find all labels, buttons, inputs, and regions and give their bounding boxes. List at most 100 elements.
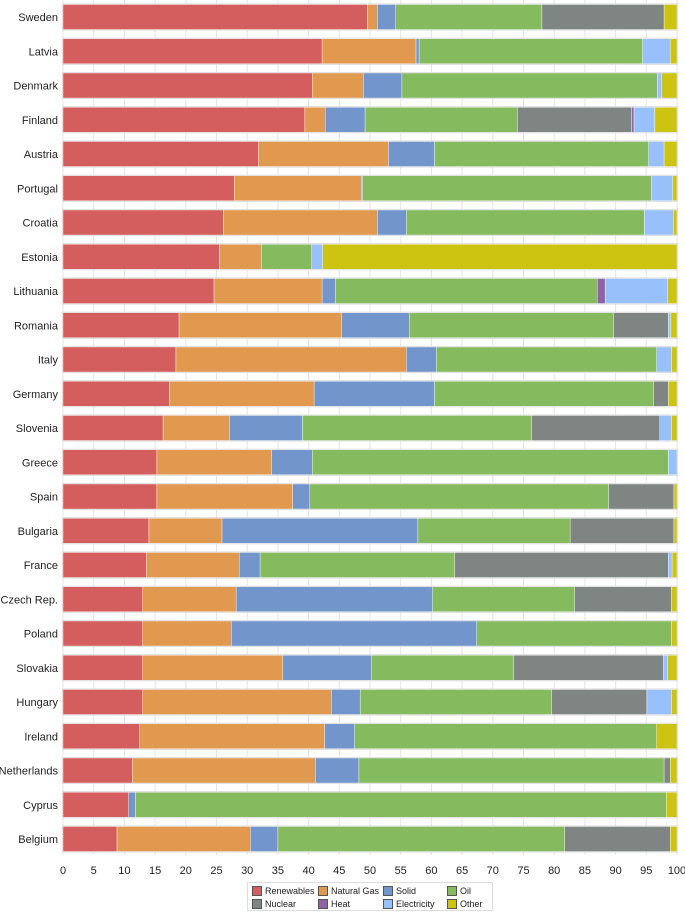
- bar-segment-renewables: [62, 620, 144, 647]
- bar-segment-renewables: [62, 552, 147, 578]
- bar-segment-oil: [371, 655, 514, 681]
- bar-segment-electricity: [311, 244, 323, 270]
- bar-segment-other: [667, 655, 678, 681]
- bar-segment-oil: [359, 689, 552, 715]
- bar-segment-other: [671, 689, 678, 715]
- bar-segment-solid: [341, 312, 410, 338]
- bar-segment-other: [671, 586, 678, 612]
- bar-segment-nuclear: [454, 552, 669, 578]
- bar-segment-nuclear: [608, 483, 675, 510]
- category-label: Bulgaria: [18, 526, 59, 538]
- bar-segment-other: [671, 620, 678, 647]
- x-tick-label: 10: [118, 865, 130, 877]
- x-tick-label: 85: [579, 865, 591, 877]
- bar-segment-solid: [377, 4, 396, 30]
- bar-segment-solid: [282, 655, 372, 681]
- category-label: Denmark: [13, 81, 58, 93]
- x-tick-label: 50: [364, 865, 376, 877]
- bar-segment-oil: [312, 449, 669, 475]
- x-tick-label: 20: [180, 865, 192, 877]
- x-tick-label: 35: [272, 865, 284, 877]
- bar-segment-natural-gas: [132, 757, 316, 784]
- bar-segment-natural-gas: [223, 209, 378, 236]
- bar-segment-solid: [128, 792, 136, 818]
- category-label: Czech Rep.: [1, 594, 58, 606]
- bar-segment-nuclear: [613, 312, 669, 338]
- bar-segment-renewables: [62, 415, 164, 441]
- bar-segment-natural-gas: [139, 723, 325, 749]
- bar-segment-renewables: [62, 792, 129, 818]
- bar-segment-natural-gas: [312, 72, 364, 99]
- bar-segment-renewables: [62, 586, 144, 612]
- bar-segment-solid: [271, 449, 313, 475]
- bar-segment-electricity: [668, 312, 672, 338]
- bar-segment-natural-gas: [156, 449, 272, 475]
- bar-segment-renewables: [62, 518, 150, 544]
- bar-segment-natural-gas: [162, 415, 230, 441]
- legend-label: Renewables: [265, 885, 315, 896]
- bar-segment-renewables: [62, 175, 235, 201]
- x-tick-label: 0: [60, 865, 66, 877]
- category-label: Poland: [24, 629, 58, 641]
- legend-swatch: [318, 885, 328, 896]
- bar-segment-oil: [261, 244, 312, 270]
- bar-segment-natural-gas: [142, 689, 332, 715]
- bar-segment-solid: [406, 346, 437, 373]
- bar-segment-solid: [415, 38, 420, 64]
- category-label: France: [24, 560, 58, 572]
- bar-segment-other: [661, 72, 678, 99]
- bar-segment-other: [671, 415, 678, 441]
- bar-segment-heat: [631, 107, 635, 133]
- bar-segment-nuclear: [574, 586, 672, 612]
- bar-segment-natural-gas: [219, 244, 262, 270]
- bar-segment-natural-gas: [175, 346, 407, 373]
- bar-segment-natural-gas: [142, 620, 232, 647]
- legend-swatch: [252, 885, 262, 896]
- bar-segment-other: [673, 209, 678, 236]
- bar-segment-electricity: [642, 38, 671, 64]
- bar-segment-oil: [358, 757, 665, 784]
- bar-segment-solid: [231, 620, 478, 647]
- bar-segment-natural-gas: [304, 107, 326, 133]
- bar-segment-other: [667, 278, 678, 304]
- bar-segment-other: [672, 175, 678, 201]
- bar-segment-renewables: [62, 381, 170, 407]
- bar-segment-oil: [354, 723, 657, 749]
- x-tick-label: 45: [333, 865, 345, 877]
- bar-segment-nuclear: [541, 4, 665, 30]
- bar-segment-solid: [377, 209, 407, 236]
- x-tick-label: 55: [395, 865, 407, 877]
- bar-segment-solid: [250, 826, 279, 852]
- bar-segment-solid: [239, 552, 261, 578]
- category-label: Belgium: [18, 834, 58, 846]
- bar-segment-other: [654, 107, 678, 133]
- bar-segment-renewables: [62, 655, 144, 681]
- bar-segment-other: [322, 244, 678, 270]
- x-tick-label: 5: [91, 865, 97, 877]
- bar-segment-solid: [292, 483, 311, 510]
- bar-segment-solid: [313, 381, 435, 407]
- legend-label: Other: [460, 898, 483, 909]
- bar-segment-other: [671, 552, 678, 578]
- bar-segment-renewables: [62, 4, 368, 30]
- bar-segment-renewables: [62, 689, 144, 715]
- bar-segment-other: [663, 4, 678, 30]
- legend-item: Nuclear: [252, 897, 314, 910]
- legend-label: Heat: [331, 898, 351, 909]
- bar-segment-nuclear: [663, 757, 671, 784]
- bar-segment-electricity: [668, 449, 678, 475]
- bar-segment-other: [670, 826, 678, 852]
- bar-segment-renewables: [62, 38, 323, 64]
- bar-segment-natural-gas: [234, 175, 362, 201]
- category-label: Hungary: [16, 697, 58, 709]
- category-label: Germany: [13, 389, 59, 401]
- bar-segment-solid: [324, 723, 355, 749]
- bar-segment-solid: [324, 107, 366, 133]
- bar-segment-other: [670, 38, 678, 64]
- bar-segment-renewables: [62, 107, 306, 133]
- legend-item: Renewables: [252, 884, 315, 897]
- bar-segment-renewables: [62, 757, 133, 784]
- category-label: Netherlands: [0, 766, 58, 778]
- category-label: Estonia: [21, 252, 59, 264]
- stacked-bar-chart: 0 5 10 15 20 25 30 35 40 45 50 55 60 65 70 75 80 85 90 95 10…: [0, 0, 685, 877]
